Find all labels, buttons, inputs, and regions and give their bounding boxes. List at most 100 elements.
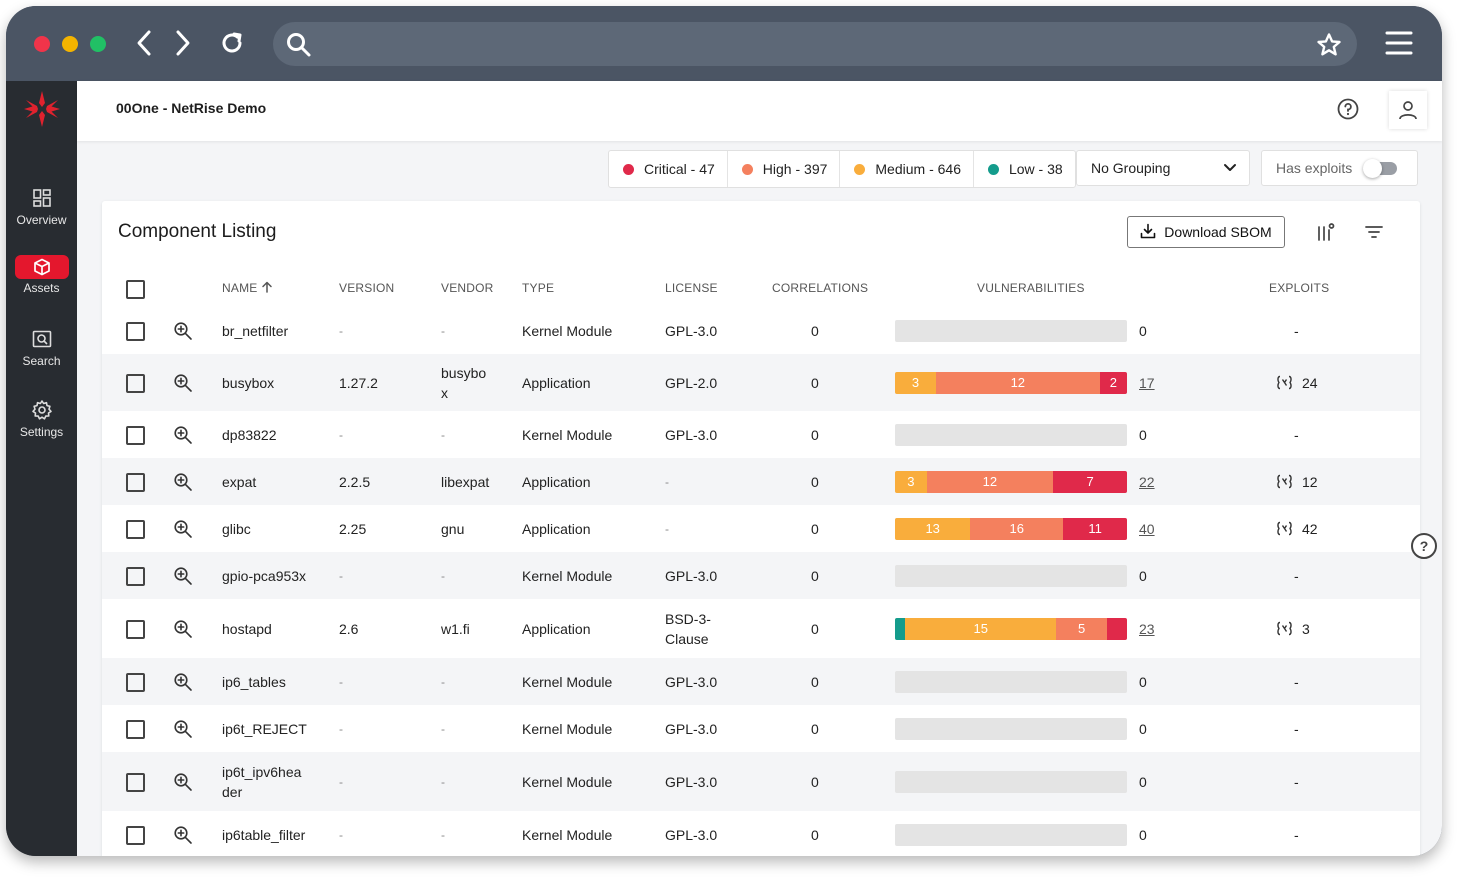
zoom-in-icon[interactable] (173, 772, 193, 792)
table-row[interactable]: busybox 1.27.2 busybo x Application GPL-2.0 0 3… (102, 354, 1420, 411)
floating-help-icon[interactable]: ? (1411, 533, 1437, 559)
component-version: 2.2.5 (339, 473, 371, 490)
sidebar-item-settings[interactable]: Settings (6, 397, 77, 439)
row-checkbox[interactable] (126, 373, 145, 393)
back-icon[interactable] (127, 26, 161, 60)
row-checkbox[interactable] (126, 619, 145, 639)
reload-icon[interactable] (215, 26, 249, 60)
netrise-logo-icon[interactable] (22, 89, 62, 134)
severity-label: Critical - 47 (644, 161, 715, 177)
download-sbom-button[interactable]: Download SBOM (1127, 216, 1285, 248)
table-row[interactable]: expat 2.2.5 libexpat Application -0 3 12 7 22 12 (102, 458, 1420, 505)
table-row[interactable]: ip6t_REJECT - - Kernel Module GPL-3.0 0 0 - (102, 705, 1420, 752)
vulnerability-bar[interactable] (895, 319, 1127, 342)
zoom-in-icon[interactable] (173, 472, 193, 492)
table-row[interactable]: ip6t_ipv6hea der - - Kernel Module GPL-3.0 0 0 - (102, 752, 1420, 811)
vulnerability-bar[interactable]: 3 12 2 (895, 371, 1127, 394)
table-row[interactable]: dp83822 - - Kernel Module GPL-3.0 0 0 - (102, 411, 1420, 458)
grouping-select[interactable]: No Grouping (1076, 150, 1250, 186)
help-icon[interactable] (1336, 97, 1362, 123)
column-header-version[interactable]: VERSION (339, 281, 395, 295)
table-row[interactable]: glibc 2.25 gnu Application - 0 13 16 11 40 42 (102, 505, 1420, 552)
component-vendor: - (441, 719, 445, 739)
sidebar-item-assets[interactable]: Assets (6, 255, 77, 295)
severity-chip-critical[interactable]: Critical - 47 (609, 151, 728, 187)
zoom-in-icon[interactable] (173, 566, 193, 586)
zoom-in-icon[interactable] (173, 672, 193, 692)
sort-ascending-icon (261, 281, 273, 295)
component-vendor-line: - (441, 323, 445, 338)
exploit-icon (1276, 621, 1302, 636)
row-checkbox[interactable] (126, 566, 145, 586)
vulnerability-bar[interactable] (895, 770, 1127, 793)
zoom-in-icon[interactable] (173, 373, 193, 393)
column-header-vulnerabilities[interactable]: VULNERABILITIES (977, 281, 1085, 295)
vulnerability-bar[interactable]: 15 5 (895, 617, 1127, 640)
vulnerability-bar[interactable]: 13 16 11 (895, 517, 1127, 540)
row-checkbox[interactable] (126, 825, 145, 845)
table-row[interactable]: gpio-pca953x - - Kernel Module GPL-3.0 0 0 - (102, 552, 1420, 599)
row-checkbox[interactable] (126, 772, 145, 792)
exploit-icon (1276, 521, 1302, 536)
vulnerability-total[interactable]: 22 (1139, 473, 1155, 490)
row-checkbox[interactable] (126, 425, 145, 445)
zoom-in-icon[interactable] (173, 825, 193, 845)
address-bar[interactable] (273, 22, 1357, 66)
table-row[interactable]: br_netfilter - - Kernel Module GPL-3.0 0 0 - (102, 307, 1420, 354)
zoom-in-icon[interactable] (173, 719, 193, 739)
severity-chip-medium[interactable]: Medium - 646 (840, 151, 974, 187)
column-header-exploits[interactable]: EXPLOITS (1269, 281, 1330, 295)
vulnerability-segment (1106, 617, 1127, 640)
minimize-window-dot[interactable] (62, 36, 78, 52)
vulnerability-total[interactable]: 17 (1139, 374, 1155, 391)
vulnerability-bar[interactable] (895, 823, 1127, 846)
component-name-line: expat (222, 473, 257, 490)
severity-chip-low[interactable]: Low - 38 (974, 151, 1075, 187)
row-checkbox[interactable] (126, 321, 145, 341)
column-header-type[interactable]: TYPE (522, 281, 555, 295)
zoom-in-icon[interactable] (173, 519, 193, 539)
severity-label: High - 397 (762, 161, 828, 177)
sidebar-item-search[interactable]: Search (6, 326, 77, 368)
zoom-in-icon[interactable] (173, 321, 193, 341)
filter-icon[interactable] (1363, 221, 1385, 243)
zoom-in-icon[interactable] (173, 619, 193, 639)
table-row[interactable]: hostapd 2.6 w1.fi Application BSD-3- Clause 0 1… (102, 599, 1420, 658)
user-account-icon[interactable] (1389, 91, 1427, 129)
row-checkbox[interactable] (126, 719, 145, 739)
component-name: ip6t_ipv6hea der (222, 762, 301, 802)
vulnerability-bar[interactable] (895, 670, 1127, 693)
select-all-checkbox[interactable] (126, 280, 145, 299)
component-license-line: - (665, 521, 669, 536)
vulnerability-total[interactable]: 23 (1139, 620, 1155, 637)
column-header-license[interactable]: LICENSE (665, 281, 718, 295)
has-exploits-toggle[interactable] (1363, 159, 1397, 178)
severity-chip-high[interactable]: High - 397 (728, 151, 841, 187)
row-checkbox[interactable] (126, 672, 145, 692)
column-header-vendor[interactable]: VENDOR (441, 281, 494, 295)
exploits-cell: 3 (1276, 619, 1310, 639)
component-name: hostapd (222, 619, 272, 639)
sidebar-item-overview[interactable]: Overview (6, 185, 77, 227)
column-settings-icon[interactable] (1315, 221, 1337, 243)
component-type: Application (522, 520, 591, 537)
bookmark-star-icon[interactable] (1316, 32, 1342, 63)
table-row[interactable]: ip6_tables - - Kernel Module GPL-3.0 0 0 - (102, 658, 1420, 705)
row-checkbox[interactable] (126, 472, 145, 492)
vulnerability-bar[interactable] (895, 423, 1127, 446)
row-checkbox[interactable] (126, 519, 145, 539)
table-row[interactable]: ip6table_filter - - Kernel Module GPL-3.0 0 0 - (102, 811, 1420, 856)
menu-icon[interactable] (1385, 30, 1413, 61)
correlations-count: 0 (811, 426, 819, 443)
close-window-dot[interactable] (34, 36, 50, 52)
vulnerability-bar[interactable] (895, 717, 1127, 740)
column-header-correlations[interactable]: CORRELATIONS (772, 281, 869, 295)
vulnerability-total[interactable]: 40 (1139, 520, 1155, 537)
forward-icon[interactable] (166, 26, 200, 60)
maximize-window-dot[interactable] (90, 36, 106, 52)
vulnerability-bar[interactable] (895, 564, 1127, 587)
download-sbom-label: Download SBOM (1164, 224, 1272, 240)
vulnerability-bar[interactable]: 3 12 7 (895, 470, 1127, 493)
zoom-in-icon[interactable] (173, 425, 193, 445)
column-header-name[interactable]: NAME (222, 281, 273, 295)
